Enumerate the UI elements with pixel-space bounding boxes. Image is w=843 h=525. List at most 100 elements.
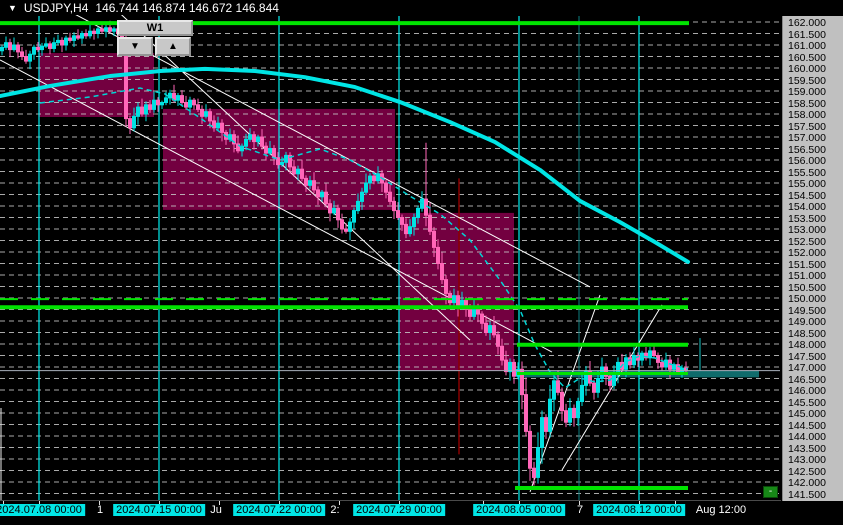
candle-body xyxy=(488,325,492,334)
candle-body xyxy=(64,37,68,46)
candle-body xyxy=(572,407,576,419)
price-scale-label: 160.000 xyxy=(788,63,826,75)
time-label: 2: xyxy=(330,504,340,516)
candle-body xyxy=(320,191,324,198)
candle-body xyxy=(176,95,180,101)
candle-body xyxy=(400,217,404,225)
symbol-menu-icon[interactable]: ▼ xyxy=(8,2,17,13)
candle-body xyxy=(80,33,84,39)
ma-fast-dashed-line xyxy=(39,87,689,389)
supply-zone[interactable] xyxy=(399,212,514,371)
candle-body xyxy=(408,226,412,235)
candle-body xyxy=(36,46,40,51)
candle-body xyxy=(144,104,148,115)
candle-body xyxy=(492,325,496,336)
candle-body xyxy=(448,292,452,304)
trendline[interactable] xyxy=(529,294,601,493)
candle-body xyxy=(464,299,468,310)
price-scale-label: 161.000 xyxy=(788,40,826,52)
price-scale[interactable]: 162.000 161.500 161.000 160.500 160.000 159.5… xyxy=(782,16,843,501)
trendline[interactable] xyxy=(561,304,663,471)
candle-body xyxy=(548,398,552,432)
candle-body xyxy=(524,394,528,432)
candle-body xyxy=(316,189,320,198)
time-axis-tick xyxy=(159,501,160,505)
timeframe-down-button[interactable]: ▼ xyxy=(117,37,153,56)
candle-body xyxy=(672,364,676,370)
candle-body xyxy=(0,46,4,52)
candle-body xyxy=(480,313,484,324)
time-axis[interactable]: 2024.07.08 00:00 1 2024.07.15 00:00 Ju 2024.… xyxy=(0,500,781,525)
candle-body xyxy=(104,27,108,32)
candle-body xyxy=(444,279,448,294)
candle-body xyxy=(432,230,436,248)
chart-plot-area[interactable] xyxy=(0,0,781,500)
candle-body xyxy=(324,191,328,205)
candle-body xyxy=(376,173,380,182)
price-scale-label: 151.500 xyxy=(788,258,826,271)
candle-body xyxy=(356,200,360,212)
price-scale-label: 151.000 xyxy=(788,270,826,282)
price-scale-label: 147.000 xyxy=(788,362,826,374)
candle-body xyxy=(8,42,12,51)
price-scale-label: 147.500 xyxy=(788,350,826,363)
candle-body xyxy=(20,51,24,58)
candle-body xyxy=(532,467,536,478)
price-scale-label: 154.500 xyxy=(788,189,826,202)
candle-body xyxy=(300,168,304,179)
candle-body xyxy=(88,30,92,37)
candle-body xyxy=(200,108,204,117)
candle-body xyxy=(188,99,192,108)
candle-body xyxy=(312,180,316,191)
candle-body xyxy=(520,368,524,396)
price-scale-label: 150.500 xyxy=(788,281,826,294)
time-axis-tick xyxy=(99,501,100,505)
candle-body xyxy=(624,357,628,370)
price-scale-label: 141.500 xyxy=(788,488,826,501)
time-axis-tick xyxy=(339,501,340,505)
price-scale-label: 148.500 xyxy=(788,327,826,340)
time-label-highlighted: 2024.07.08 00:00 xyxy=(0,504,85,516)
price-scale-label: 156.500 xyxy=(788,143,826,156)
candle-body xyxy=(108,27,112,32)
price-scale-label: 149.000 xyxy=(788,316,826,328)
candle-body xyxy=(24,56,28,62)
timeframe-widget: W1 ▼ ▲ xyxy=(117,20,193,56)
candle-body xyxy=(612,373,616,386)
price-scale-label: 154.000 xyxy=(788,201,826,213)
candle-body xyxy=(220,122,224,133)
candle-body xyxy=(372,175,376,182)
candle-body xyxy=(676,364,680,373)
price-scale-label: 153.500 xyxy=(788,212,826,225)
candle-body xyxy=(76,35,80,39)
candle-body xyxy=(484,322,488,333)
candle-body xyxy=(340,219,344,230)
candle-body xyxy=(332,207,336,214)
candle-body xyxy=(364,182,368,193)
candle-body xyxy=(52,42,56,49)
candle-body xyxy=(308,180,312,186)
candle-body xyxy=(552,380,556,400)
candle-body xyxy=(60,39,64,46)
candle-body xyxy=(644,352,648,359)
candle-body xyxy=(276,157,280,166)
candle-body xyxy=(140,106,144,115)
minimize-button[interactable]: - xyxy=(763,486,778,498)
candle-body xyxy=(212,120,216,129)
price-scale-label: 160.500 xyxy=(788,51,826,64)
candle-body xyxy=(148,104,152,110)
time-label: 1 xyxy=(96,504,104,516)
price-scale-label: 152.500 xyxy=(788,235,826,248)
time-label: Aug 12:00 xyxy=(695,504,747,516)
candle-body xyxy=(588,371,592,384)
timeframe-up-button[interactable]: ▲ xyxy=(155,37,191,56)
candle-body xyxy=(136,106,140,117)
candle-body xyxy=(496,334,500,347)
time-label-highlighted: 2024.07.15 00:00 xyxy=(113,504,205,516)
time-axis-tick xyxy=(675,501,676,505)
trendline[interactable] xyxy=(111,5,471,341)
candle-body xyxy=(504,359,508,373)
candle-body xyxy=(288,154,292,168)
candle-body xyxy=(204,111,208,117)
time-axis-tick xyxy=(483,501,484,505)
